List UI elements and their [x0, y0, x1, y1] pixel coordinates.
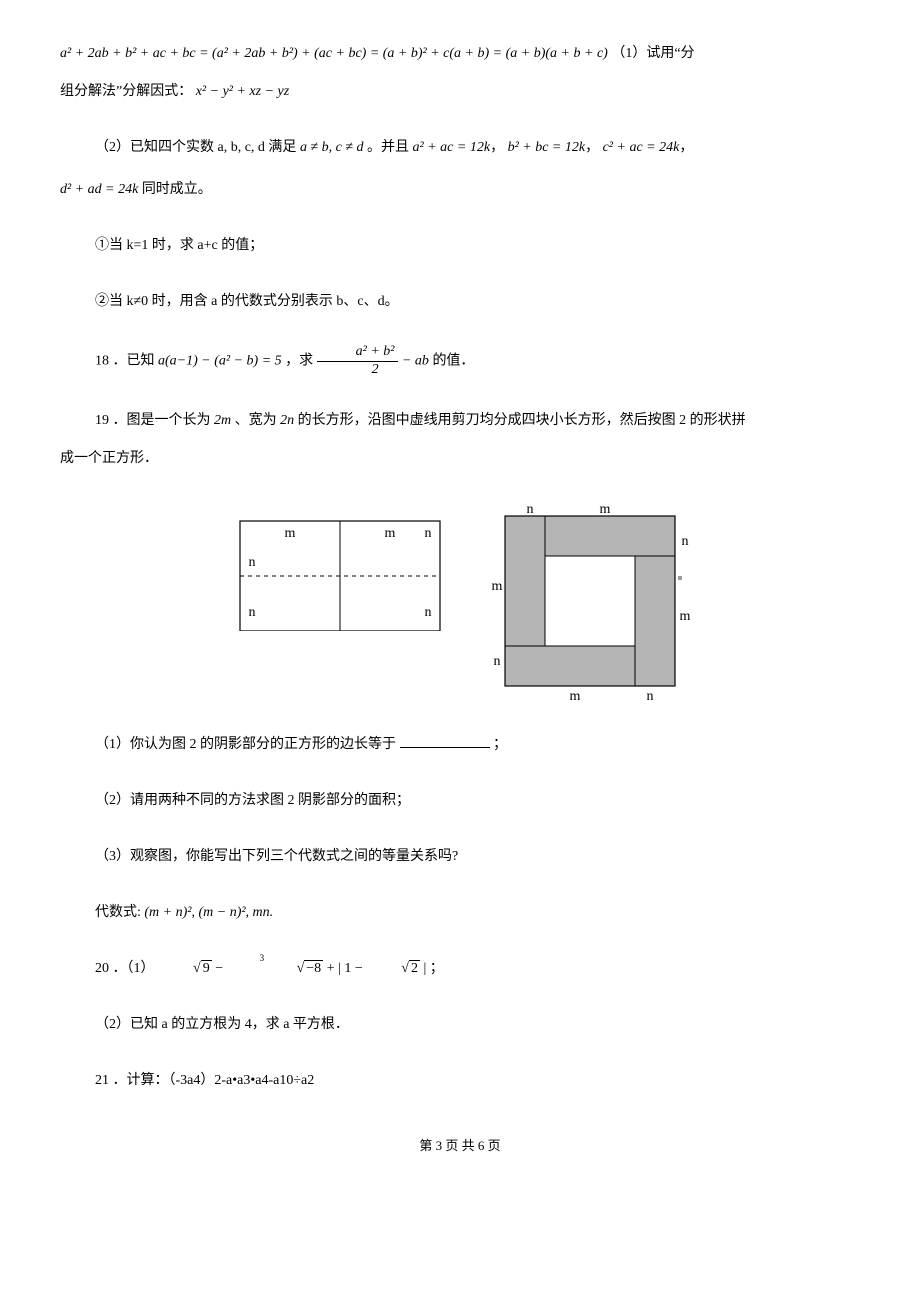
q18-tail: − ab: [402, 354, 429, 369]
p4: d² + ad = 24k 同时成立。: [60, 176, 860, 204]
q18-a: 18 ．已知: [95, 354, 155, 369]
p3-m1: a ≠ b, c ≠ d: [300, 140, 364, 155]
p1-tail: （1）试用“分: [611, 46, 694, 61]
q20-a: 20 ．（1）: [95, 961, 155, 976]
q19-2: （2）请用两种不同的方法求图 2 阴影部分的面积；: [60, 787, 860, 815]
q18-b: ，求: [285, 354, 313, 369]
diagram-square: n m m n m n n m: [490, 501, 690, 701]
q18-num: a² + b²: [317, 344, 399, 362]
q18: 18 ．已知 a(a−1) − (a² − b) = 5 ，求 a² + b² …: [60, 344, 860, 379]
q19-1: （1）你认为图 2 的阴影部分的正方形的边长等于 ；: [60, 731, 860, 759]
q19-b: 、宽为: [235, 413, 277, 428]
q19-m2: 2n: [280, 413, 294, 428]
page-footer: 第 3 页 共 6 页: [60, 1135, 860, 1154]
q20-2: （2）已知 a 的立方根为 4，求 a 平方根．: [60, 1011, 860, 1039]
q19-m1: 2m: [214, 413, 231, 428]
svg-text:n: n: [494, 654, 501, 669]
q19d: 成一个正方形．: [60, 445, 860, 473]
p2-math: x² − y² + xz − yz: [196, 84, 290, 99]
p3: （2）已知四个实数 a, b, c, d 满足 a ≠ b, c ≠ d 。并且…: [60, 134, 860, 162]
q19-c: 的长方形，沿图中虚线用剪刀均分成四块小长方形，然后按图 2 的形状拼: [298, 413, 746, 428]
p3-m2: a² + ac = 12k: [413, 140, 491, 155]
svg-text:n: n: [249, 555, 256, 570]
svg-text:m: m: [600, 502, 611, 517]
svg-text:n: n: [249, 605, 256, 620]
svg-text:m: m: [385, 526, 396, 541]
q20-expr: 9 − 3 −8 + | 1 − 2 |: [158, 961, 430, 976]
equation-top: a² + 2ab + b² + ac + bc = (a² + 2ab + b²…: [60, 40, 860, 68]
svg-text:m: m: [680, 609, 690, 624]
diagram-row: m m n n n n n m m n m n n m: [60, 501, 860, 701]
q19-a: 19 ．图是一个长为: [95, 413, 211, 428]
svg-text:n: n: [647, 689, 654, 701]
q18-m1: a(a−1) − (a² − b) = 5: [158, 354, 282, 369]
p3-m3: b² + bc = 12k: [508, 140, 586, 155]
q19-expr-label: 代数式:: [95, 905, 141, 920]
svg-text:n: n: [425, 526, 432, 541]
q18-frac: a² + b² 2: [317, 344, 399, 379]
p3-m4: c² + ac = 24k: [603, 140, 680, 155]
q18-den: 2: [317, 362, 399, 379]
svg-text:n: n: [425, 605, 432, 620]
p2-head: 组分解法”分解因式：: [60, 84, 192, 99]
svg-text:n: n: [682, 534, 689, 549]
svg-text:m: m: [285, 526, 296, 541]
p5: ①当 k=1 时，求 a+c 的值；: [60, 232, 860, 260]
p2: 组分解法”分解因式： x² − y² + xz − yz: [60, 78, 860, 106]
q19: 19 ．图是一个长为 2m 、宽为 2n 的长方形，沿图中虚线用剪刀均分成四块小…: [60, 407, 860, 435]
p3-a: （2）已知四个实数 a, b, c, d 满足: [95, 140, 296, 155]
svg-text:m: m: [492, 579, 503, 594]
q20: 20 ．（1） 9 − 3 −8 + | 1 − 2 | ；: [60, 955, 860, 983]
p6: ②当 k≠0 时，用含 a 的代数式分别表示 b、c、d。: [60, 288, 860, 316]
svg-text:m: m: [570, 689, 581, 701]
q19-expr: 代数式: (m + n)², (m − n)², mn.: [60, 899, 860, 927]
p4-m: d² + ad = 24k: [60, 182, 138, 197]
q18-c: 的值．: [432, 354, 474, 369]
eq-top-math: a² + 2ab + b² + ac + bc = (a² + 2ab + b²…: [60, 46, 608, 61]
svg-text:n: n: [527, 502, 534, 517]
q19-1-semi: ；: [493, 737, 507, 752]
q19-expr-m: (m + n)², (m − n)², mn.: [144, 905, 273, 920]
q19-3: （3）观察图，你能写出下列三个代数式之间的等量关系吗?: [60, 843, 860, 871]
p3-b: 。并且: [367, 140, 409, 155]
p4-tail: 同时成立。: [142, 182, 212, 197]
diagram-rect: m m n n n n: [230, 501, 450, 631]
answer-blank: [400, 747, 490, 748]
q21: 21 ．计算：（-3a4）2-a•a3•a4-a10÷a2: [60, 1067, 860, 1095]
q20-tail: ；: [430, 961, 444, 976]
q19-1-text: （1）你认为图 2 的阴影部分的正方形的边长等于: [95, 737, 396, 752]
